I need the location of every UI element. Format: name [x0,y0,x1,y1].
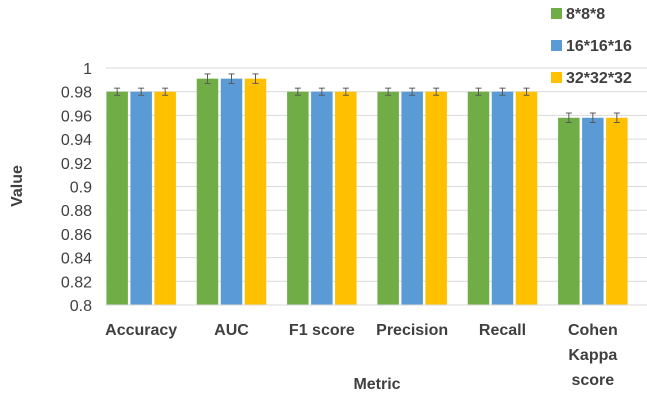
legend-swatch [551,40,562,51]
legend: 8*8*8 16*16*16 32*32*32 [551,6,632,87]
gridlines [106,67,647,282]
x-category-label: score [571,372,614,389]
y-tick-label: 0.86 [61,227,92,244]
bar [425,91,447,305]
bar [311,91,333,305]
legend-swatch [551,72,562,83]
y-axis-title: Value [9,165,26,207]
legend-label: 8*8*8 [566,6,605,23]
x-category-label: Precision [376,322,448,339]
bar [401,91,423,305]
y-tick-label: 0.9 [70,180,92,197]
bar [106,91,128,305]
x-category-label: F1 score [289,322,355,339]
bar [244,78,267,305]
y-tick-label: 0.8 [70,298,92,315]
x-category-label: Accuracy [105,322,177,339]
bar [582,117,604,306]
x-axis-title: Metric [353,376,400,393]
y-tick-label: 0.82 [61,274,92,291]
bar [287,91,309,305]
y-tick-label: 0.92 [61,156,92,173]
x-category-label: AUC [214,322,249,339]
y-tick-label: 0.94 [61,132,92,149]
bar [558,117,580,306]
bar [196,78,219,305]
x-category-label: Recall [479,322,526,339]
y-tick-label: 0.84 [61,251,92,268]
bars [106,78,628,306]
legend-label: 32*32*32 [566,70,632,87]
legend-swatch [551,8,562,19]
legend-label: 16*16*16 [566,38,632,55]
error-bars [114,73,620,124]
bar [130,91,152,305]
y-axis-ticks: 0.8 0.82 0.84 0.86 0.88 0.9 0.92 0.94 0.96 0.98 1 [61,61,92,315]
y-tick-label: 1 [83,61,92,78]
x-category-label: Kappa [568,347,617,364]
y-tick-label: 0.88 [61,203,92,220]
bar [491,91,514,305]
bar [220,78,243,305]
x-axis-categories: Accuracy AUC F1 score Precision Recall Cohen K… [105,322,618,389]
y-tick-label: 0.98 [61,85,92,102]
y-tick-label: 0.96 [61,108,92,125]
x-category-label: Cohen [568,322,618,339]
bar [377,91,399,305]
bar [335,91,357,305]
bar [515,91,538,305]
bar [467,91,490,305]
bar [154,91,176,305]
bar [606,117,628,306]
